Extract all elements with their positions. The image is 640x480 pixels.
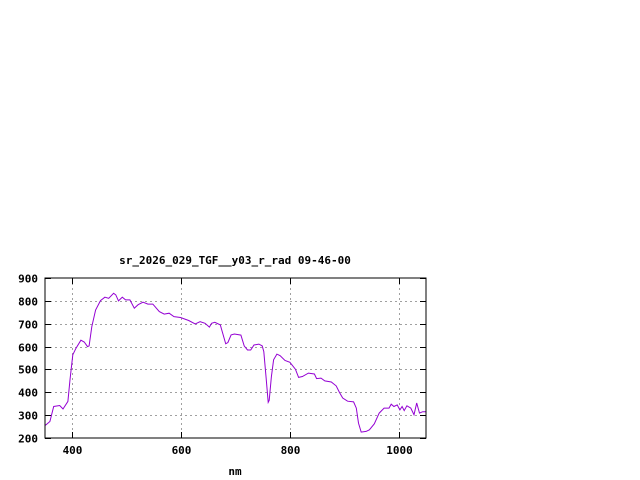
y-tick-label: 600: [18, 342, 38, 355]
plot-frame: [44, 277, 427, 439]
axis-ticks: 200 300 400 500 600 700 800 900 400 600 800 1000: [18, 273, 426, 457]
y-tick-label: 500: [18, 364, 38, 377]
x-tick-label: 400: [63, 444, 83, 457]
chart-title: sr_2026_029_TGF__y03_r_rad 09-46-00: [119, 254, 351, 267]
y-tick-label: 900: [18, 273, 38, 286]
x-tick-label: 800: [281, 444, 301, 457]
y-tick-label: 700: [18, 319, 38, 332]
x-tick-label: 600: [172, 444, 192, 457]
y-tick-label: 200: [18, 433, 38, 446]
y-tick-label: 400: [18, 387, 38, 400]
x-tick-label: 1000: [386, 444, 413, 457]
y-tick-label: 300: [18, 410, 38, 423]
series-line: [44, 292, 426, 433]
grid: [45, 278, 426, 438]
y-tick-label: 800: [18, 296, 38, 309]
x-axis-label: nm: [228, 465, 242, 478]
